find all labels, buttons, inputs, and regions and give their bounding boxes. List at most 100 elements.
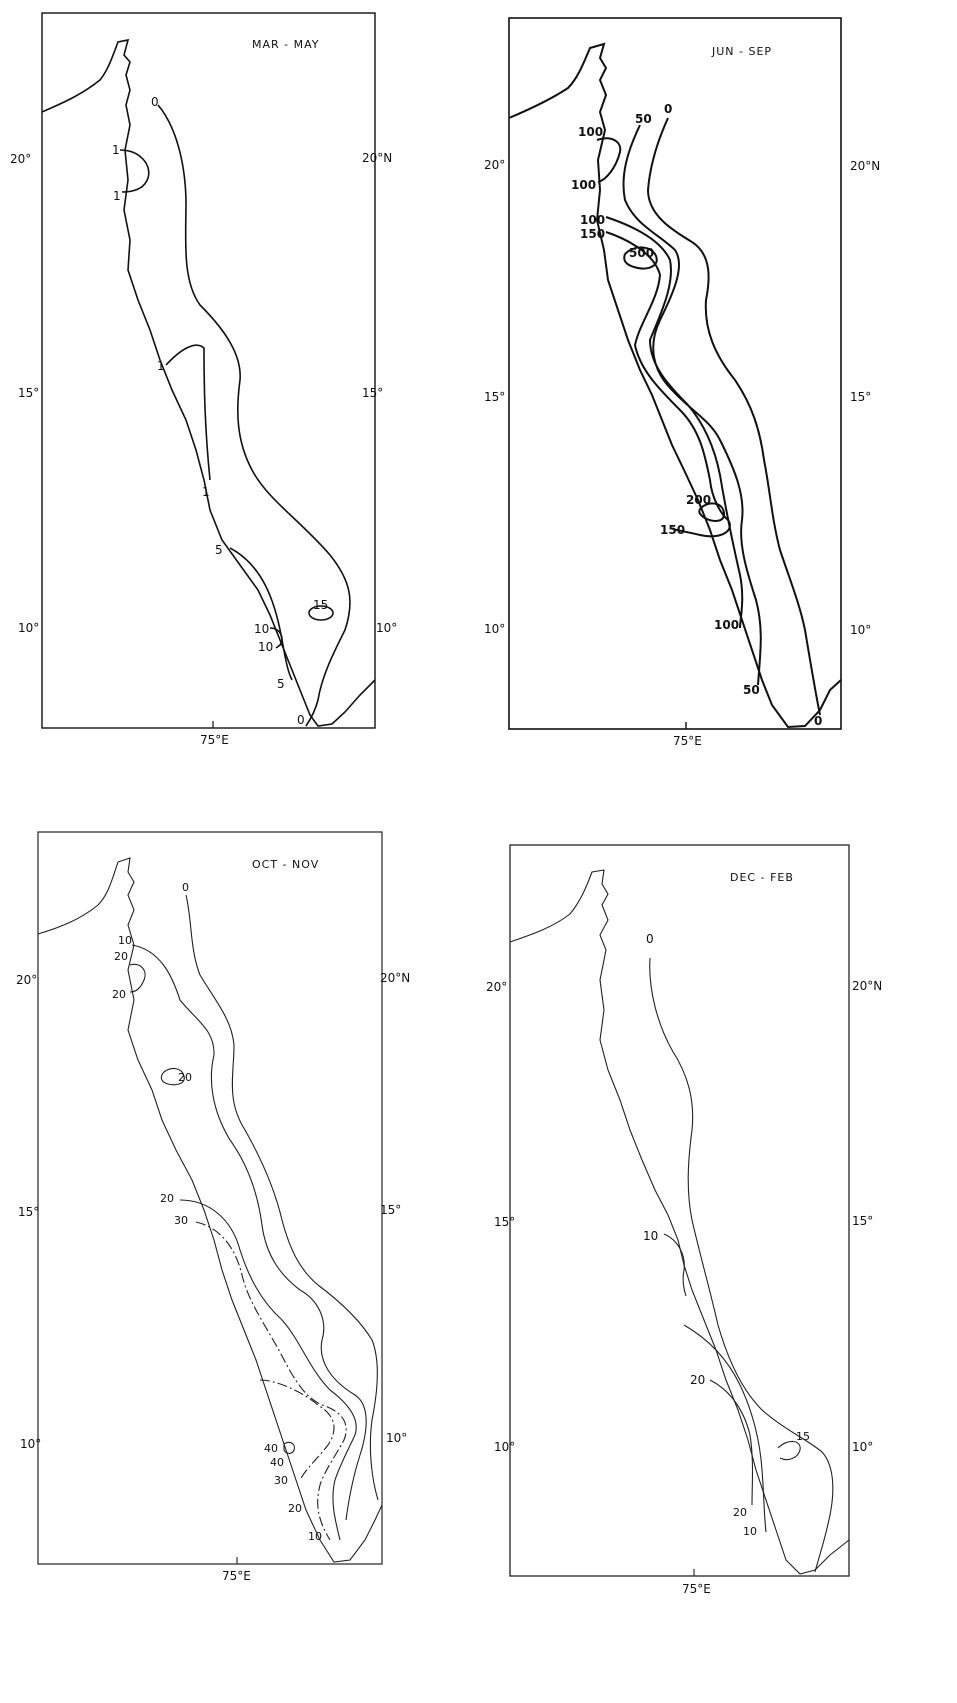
lat-label-left: 10° (494, 1440, 515, 1454)
contour-label: 10 (643, 1229, 658, 1243)
contour-label: 0 (664, 102, 672, 116)
panel-dec-feb: 0 10 20 15 20 10 DEC - FEB 20° 15° 10° 2… (486, 844, 882, 1596)
contour-10 (131, 944, 367, 1521)
contour-label: 5 (215, 543, 223, 557)
contour-label: 40 (270, 1456, 284, 1469)
contour-200 (698, 502, 726, 522)
contour-label: 10 (258, 640, 273, 654)
contour-label: 20 (112, 988, 126, 1001)
contour-label: 100 (580, 213, 605, 227)
contour-20-closed (160, 1067, 185, 1086)
contour-label: 200 (686, 493, 711, 507)
lat-label-left: 20° (16, 973, 37, 987)
contour-100-north (596, 137, 622, 183)
lat-label-right: 15° (852, 1214, 873, 1228)
contour-40 (259, 1379, 335, 1481)
contour-label: 30 (274, 1474, 288, 1487)
map-frame (508, 17, 842, 730)
lat-label-right: 20°N (380, 971, 410, 985)
contour-label: 100 (578, 125, 603, 139)
panel-oct-nov: 0 10 20 20 20 20 30 40 40 30 20 10 OCT -… (16, 831, 410, 1583)
contour-label: 0 (182, 881, 189, 894)
lon-label: 75°E (682, 1582, 711, 1596)
contour-label: 150 (660, 523, 685, 537)
lat-label-right: 10° (852, 1440, 873, 1454)
contour-0 (646, 117, 821, 716)
contour-50 (622, 124, 762, 686)
contour-label: 10 (743, 1525, 757, 1538)
contour-label: 150 (580, 227, 605, 241)
contour-label: 50 (635, 112, 652, 126)
contour-40-closed (283, 1441, 295, 1454)
contour-label: 20 (114, 950, 128, 963)
lat-label-right: 20°N (852, 979, 882, 993)
contour-20-main (179, 1199, 357, 1541)
contour-label: 20 (690, 1373, 705, 1387)
contour-label: 500 (629, 246, 654, 260)
lat-label-left: 15° (18, 386, 39, 400)
lat-label-right: 15° (362, 386, 383, 400)
contour-10-north (663, 1233, 687, 1297)
contour-label: 1 (202, 485, 210, 499)
map-frame (41, 12, 376, 729)
contour-label: 0 (297, 713, 305, 727)
coastline (41, 38, 376, 727)
contour-label: 5 (277, 677, 285, 691)
contour-labels: 0 1 1 1 1 5 15 10 10 5 0 (112, 95, 328, 727)
coastline (37, 857, 383, 1563)
lat-label-left: 15° (18, 1205, 39, 1219)
contour-labels: 0 10 20 20 20 20 30 40 40 30 20 10 (112, 881, 322, 1543)
contour-label: 100 (571, 178, 596, 192)
panel-title: JUN - SEP (711, 45, 772, 58)
contour-label: 0 (151, 95, 159, 109)
contour-0 (185, 894, 379, 1501)
lat-label-left: 15° (494, 1215, 515, 1229)
contour-150 (605, 231, 731, 538)
contour-label: 0 (646, 932, 654, 946)
lat-label-right: 10° (376, 621, 397, 635)
contour-label: 20 (733, 1506, 747, 1519)
contour-label: 15 (796, 1430, 810, 1443)
coastline (508, 42, 842, 729)
contour-20-north (129, 963, 146, 993)
contour-label: 1 (112, 143, 120, 157)
lon-label: 75°E (200, 733, 229, 747)
map-frame (509, 844, 850, 1577)
lat-label-left: 15° (484, 390, 505, 404)
contour-label: 10 (308, 1530, 322, 1543)
contour-500 (623, 246, 658, 270)
lat-label-left: 10° (18, 621, 39, 635)
contour-label: 10 (254, 622, 269, 636)
contour-20 (709, 1379, 754, 1506)
panel-title: OCT - NOV (252, 858, 319, 871)
contour-10 (269, 627, 283, 649)
contour-0 (157, 104, 351, 727)
lat-label-right: 15° (850, 390, 871, 404)
lat-label-right: 15° (380, 1203, 401, 1217)
lat-label-right: 20°N (362, 151, 392, 165)
contour-30 (195, 1221, 347, 1541)
map-frame (37, 831, 383, 1565)
lat-label-left: 20° (10, 152, 31, 166)
panel-jun-sep: 100 50 0 100 100 150 500 200 150 100 50 … (484, 17, 880, 748)
contour-label: 10 (118, 934, 132, 947)
lat-label-left: 10° (20, 1437, 41, 1451)
lat-label-right: 10° (386, 1431, 407, 1445)
contour-15 (777, 1440, 801, 1461)
contour-label: 20 (288, 1502, 302, 1515)
contour-0 (649, 957, 834, 1573)
contour-label: 50 (743, 683, 760, 697)
contour-label: 1 (157, 359, 165, 373)
contour-labels: 0 10 20 15 20 10 (643, 932, 810, 1538)
contour-label: 1 (113, 189, 121, 203)
contour-label: 100 (714, 618, 739, 632)
contour-100-main (605, 216, 744, 629)
panel-title: DEC - FEB (730, 871, 794, 884)
lat-label-right: 20°N (850, 159, 880, 173)
lon-label: 75°E (673, 734, 702, 748)
lat-label-right: 10° (850, 623, 871, 637)
contour-labels: 100 50 0 100 100 150 500 200 150 100 50 … (571, 102, 822, 728)
contour-1-north (119, 149, 150, 193)
contour-label: 20 (160, 1192, 174, 1205)
